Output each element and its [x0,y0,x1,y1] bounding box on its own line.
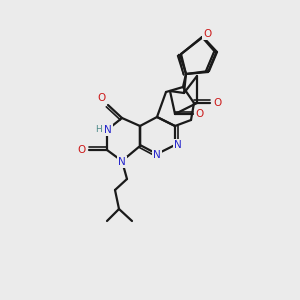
Text: N: N [104,125,112,135]
Text: O: O [204,29,212,39]
Text: N: N [153,150,161,160]
Text: O: O [77,145,85,155]
Text: O: O [203,29,211,39]
Text: H: H [94,124,101,134]
Text: N: N [174,140,182,150]
Text: O: O [98,93,106,103]
Text: N: N [118,157,126,167]
Text: O: O [214,98,222,108]
Text: O: O [196,109,204,119]
